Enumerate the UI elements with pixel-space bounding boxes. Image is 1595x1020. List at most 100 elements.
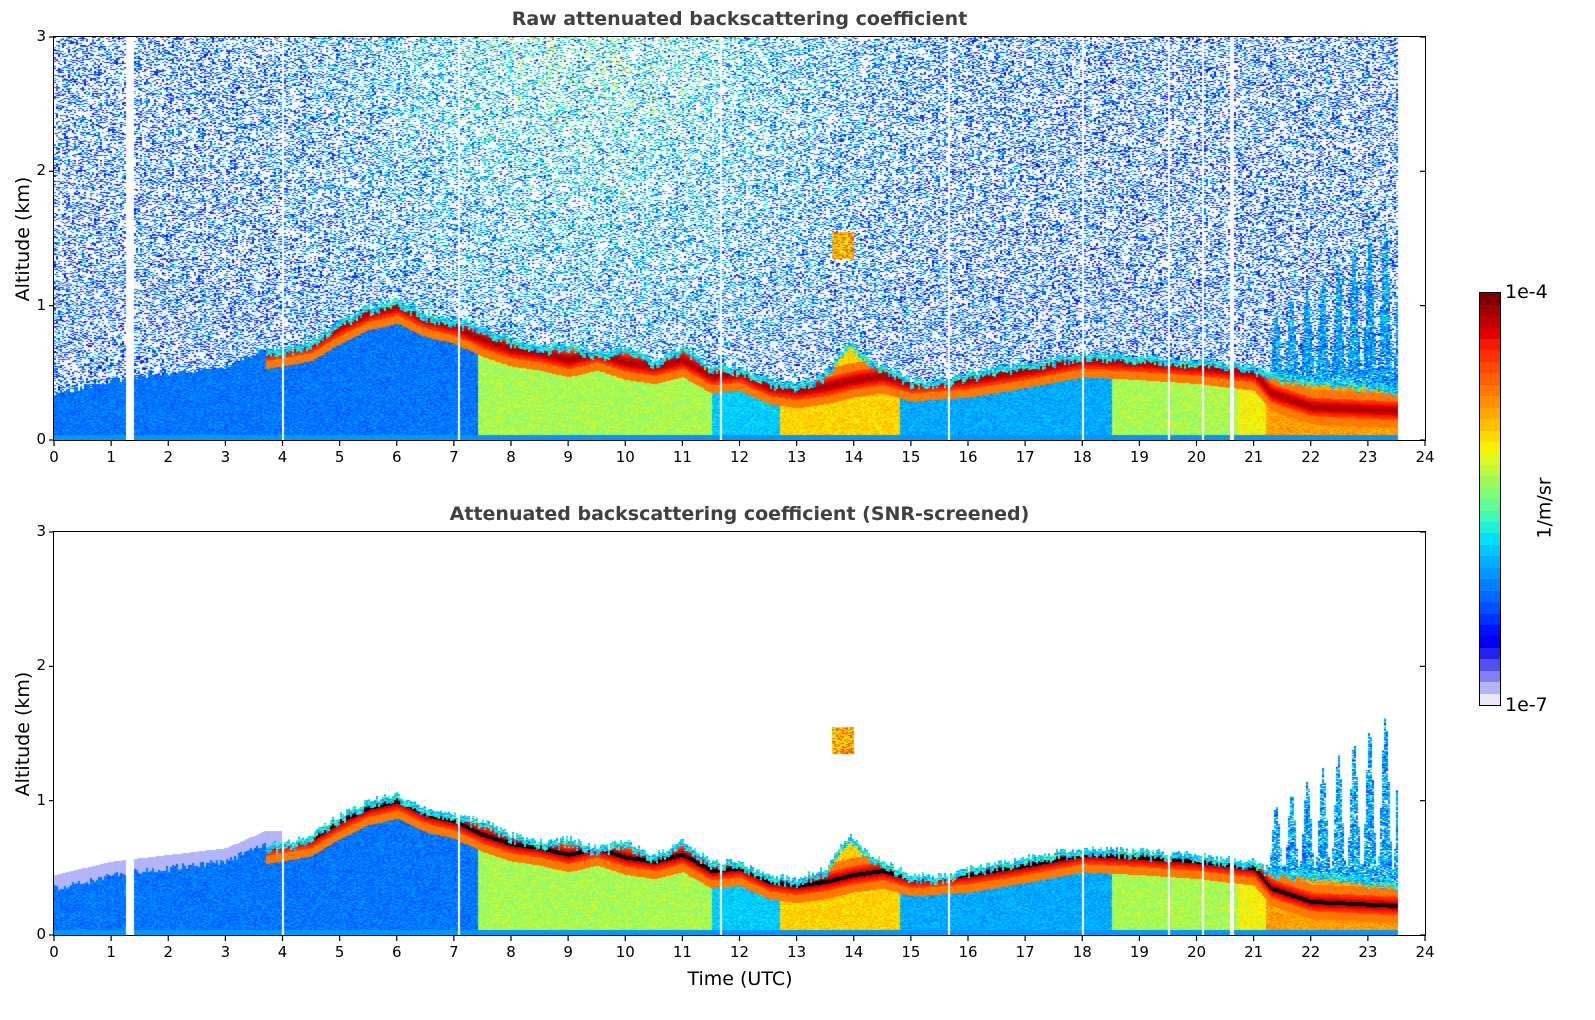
colorbar-swatch [1480,659,1500,671]
colorbar-swatch [1480,624,1500,637]
x-tick-label: 3 [220,943,231,961]
x-tick-label: 16 [958,943,978,961]
colorbar-min-label: 1e-7 [1505,694,1548,716]
bottom-heatmap [54,532,1425,935]
x-tick-label: 18 [1072,943,1092,961]
x-tick-label: 9 [563,943,573,961]
x-tick-label: 1 [106,448,116,466]
colorbar-swatch [1480,407,1500,420]
colorbar-swatch [1480,499,1500,511]
x-tick-label: 8 [506,448,516,466]
x-tick-label: 20 [1186,943,1207,961]
colorbar-swatch [1480,487,1500,500]
x-tick-label: 3 [220,448,231,466]
x-tick-label: 0 [49,943,59,961]
x-tick-label: 22 [1301,448,1321,466]
colorbar-swatch [1480,670,1500,683]
colorbar-swatch [1480,293,1500,305]
colorbar-swatch [1480,373,1500,385]
x-tick-label: 12 [729,943,750,961]
x-tick-label: 14 [844,448,864,466]
colorbar-swatch [1480,567,1500,580]
x-tick-label: 2 [163,943,174,961]
x-tick-label: 9 [563,448,573,466]
colorbar-swatch [1480,602,1500,614]
x-tick-label: 24 [1415,448,1435,466]
x-tick-label: 12 [729,448,750,466]
x-tick-label: 23 [1358,448,1378,466]
x-tick-label: 15 [901,943,921,961]
x-tick-label: 6 [391,943,402,961]
colorbar-swatch [1480,510,1500,522]
x-tick-label: 17 [1015,448,1035,466]
x-tick-label: 4 [277,943,288,961]
x-tick-label: 20 [1186,448,1207,466]
x-tick-label: 16 [958,448,978,466]
colorbar-swatch [1480,316,1500,328]
colorbar-unit-label: 1/m/sr [1533,477,1556,539]
colorbar-swatch [1480,339,1500,351]
colorbar-max-label: 1e-4 [1505,281,1548,303]
x-tick-label: 11 [672,943,692,961]
x-tick-label: 7 [449,943,459,961]
x-tick-label: 2 [163,448,174,466]
x-tick-label: 22 [1301,943,1321,961]
colorbar-swatch [1480,384,1500,397]
x-tick-label: 5 [334,448,345,466]
x-tick-label: 15 [901,448,921,466]
x-tick-label: 21 [1244,943,1264,961]
colorbar-swatch [1480,556,1500,568]
x-tick-label: 23 [1358,943,1378,961]
x-tick-label: 1 [106,943,116,961]
colorbar-swatch [1480,693,1500,705]
colorbar-swatch [1480,613,1500,625]
colorbar-swatch [1480,396,1500,408]
colorbar-swatch [1480,682,1500,694]
colorbar-swatch [1480,419,1500,431]
colorbar-swatch [1480,361,1500,374]
x-tick-label: 11 [672,448,692,466]
x-tick-label: 24 [1415,943,1435,961]
x-tick-label: 14 [844,943,864,961]
x-tick-label: 21 [1244,448,1264,466]
colorbar-swatch [1480,647,1500,660]
top-panel-title: Raw attenuated backscattering coefficien… [511,8,968,30]
x-tick-label: 5 [334,943,345,961]
x-tick-label: 7 [449,448,459,466]
colorbar-swatch [1480,453,1500,465]
y-tick-label: 0 [36,925,46,943]
colorbar-swatch [1480,327,1500,339]
x-tick-label: 10 [615,943,635,961]
x-tick-label: 18 [1072,448,1092,466]
colorbar-swatch [1480,430,1500,442]
x-tick-label: 6 [391,448,402,466]
x-tick-label: 8 [506,943,516,961]
x-tick-label: 13 [787,943,807,961]
colorbar-swatch [1480,350,1500,362]
y-tick-label: 2 [36,656,46,675]
colorbar-swatch [1480,441,1500,454]
colorbar-swatch [1480,544,1500,557]
bottom-panel-xlabel: Time (UTC) [687,968,793,990]
x-tick-label: 19 [1129,943,1149,961]
colorbar-swatch [1480,522,1500,534]
x-tick-label: 13 [787,448,807,466]
y-tick-label: 1 [36,790,46,809]
colorbar-swatch [1480,464,1500,477]
top-heatmap [54,37,1425,440]
colorbar-swatch [1480,304,1500,317]
x-tick-label: 10 [615,448,635,466]
x-tick-label: 0 [49,448,59,466]
colorbar-swatch [1480,533,1500,545]
x-tick-label: 4 [277,448,288,466]
x-tick-label: 17 [1015,943,1035,961]
y-tick-label: 1 [36,295,46,314]
colorbar [1479,292,1501,706]
y-tick-label: 3 [36,522,46,540]
colorbar-swatch [1480,476,1500,488]
colorbar-swatch [1480,636,1500,648]
colorbar-swatch [1480,590,1500,603]
x-tick-label: 19 [1129,448,1149,466]
